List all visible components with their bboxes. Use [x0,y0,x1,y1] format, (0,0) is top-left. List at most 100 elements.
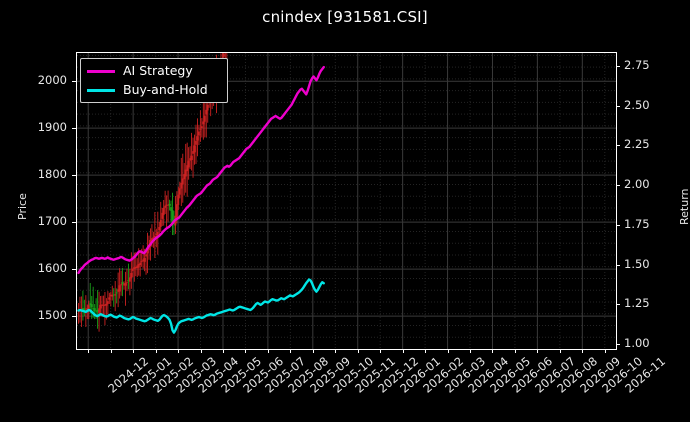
candlestick-body [104,304,106,306]
buy-and-hold-line [77,278,325,334]
y-tick-mark-right [616,185,620,187]
x-tick-mark [582,349,584,353]
candlestick-body [175,204,178,218]
candlestick-body [127,280,130,282]
x-tick-mark [425,349,427,353]
candlestick-body [192,151,194,154]
candlestick-body [128,277,131,282]
candlestick-body [203,115,206,122]
x-tick-mark [222,349,224,353]
y-tick-label-right: 1.25 [624,296,650,311]
candlestick-body [190,155,193,160]
candlestick-body [222,53,225,57]
legend[interactable]: AI Strategy Buy-and-Hold [80,58,228,103]
x-tick-mark [604,349,606,353]
x-tick-mark [200,349,202,353]
candlestick-body [145,254,147,257]
candlestick-body [170,207,172,211]
x-tick-mark [290,349,292,353]
candlestick-body [81,308,84,311]
y-tick-label-right: 2.75 [624,57,650,72]
y-tick-mark-right [616,264,620,266]
y-tick-mark-left [72,316,76,318]
candlestick-body [99,304,102,309]
candlestick-body [126,281,128,283]
y-tick-label-right: 2.25 [624,137,650,152]
ai-strategy-line [77,65,325,275]
candlestick-body [118,285,121,292]
legend-label-ai-strategy: AI Strategy [123,63,193,79]
candlestick-body [90,304,93,308]
candlestick-body [165,204,168,206]
y-tick-mark-right [616,105,620,107]
candlestick-body [96,309,99,312]
candlestick-body [123,284,125,286]
candlestick-body [162,207,165,216]
candlestick-body [193,145,196,153]
candlestick-body [146,249,149,254]
y-tick-mark-right [616,145,620,147]
y-tick-label-left: 1900 [37,120,67,135]
candlestick-body [124,283,127,286]
candlestick-body [139,262,142,266]
candlestick-body [171,209,174,223]
x-tick-mark [155,349,157,353]
y-tick-label-right: 2.00 [624,177,650,192]
candlestick-body [130,273,133,279]
candlestick-body [93,308,96,312]
x-tick-mark [267,349,269,353]
candlestick-body [133,267,136,270]
candlestick-body [195,140,197,145]
candlestick-body [142,259,145,262]
y-tick-mark-right [616,224,620,226]
candlestick-body [155,233,158,235]
candlestick-body [111,294,114,297]
y-tick-label-left: 1600 [37,261,67,276]
candlestick-body [199,128,202,130]
y-tick-label-right: 1.75 [624,216,650,231]
x-tick-mark [357,349,359,353]
candlestick-body [189,158,192,161]
candlestick-body [117,289,120,292]
x-tick-mark [559,349,561,353]
y-tick-mark-right [616,304,620,306]
y-tick-mark-left [72,222,76,224]
candlestick-body [108,297,111,300]
candlestick-body [140,261,143,262]
candlestick-body [200,126,203,129]
y-tick-mark-left [72,269,76,271]
legend-item-buy-and-hold[interactable]: Buy-and-Hold [87,81,221,100]
candlestick-body [83,308,86,311]
candlestick-body [205,109,208,115]
candlestick-body [95,311,98,313]
candlestick-body [131,268,134,271]
y-tick-label-left: 2000 [37,73,67,88]
y-axis-label-right: Return [678,188,690,225]
candlestick-body [137,264,140,268]
candlestick-body [121,282,124,285]
candlestick-body [196,136,199,141]
candlestick-body [177,194,180,205]
x-tick-mark [178,349,180,353]
x-tick-mark [110,349,112,353]
y-tick-mark-left [72,175,76,177]
candlestick-body [114,294,117,296]
y-tick-mark-left [72,81,76,83]
x-tick-mark [537,349,539,353]
x-tick-mark [88,349,90,353]
candlestick-body [102,304,105,306]
x-tick-mark [133,349,135,353]
legend-swatch-buy-and-hold [87,89,115,92]
x-tick-mark [380,349,382,353]
candlestick-body [183,174,186,180]
candlestick-body [180,182,183,189]
candlestick-body [112,294,115,296]
candlestick-body [87,305,90,309]
candlestick-body [153,235,156,238]
legend-item-ai-strategy[interactable]: AI Strategy [87,62,221,81]
y-tick-label-right: 2.50 [624,97,650,112]
candlestick-body [159,219,162,227]
x-tick-mark [312,349,314,353]
x-tick-mark [245,349,247,353]
